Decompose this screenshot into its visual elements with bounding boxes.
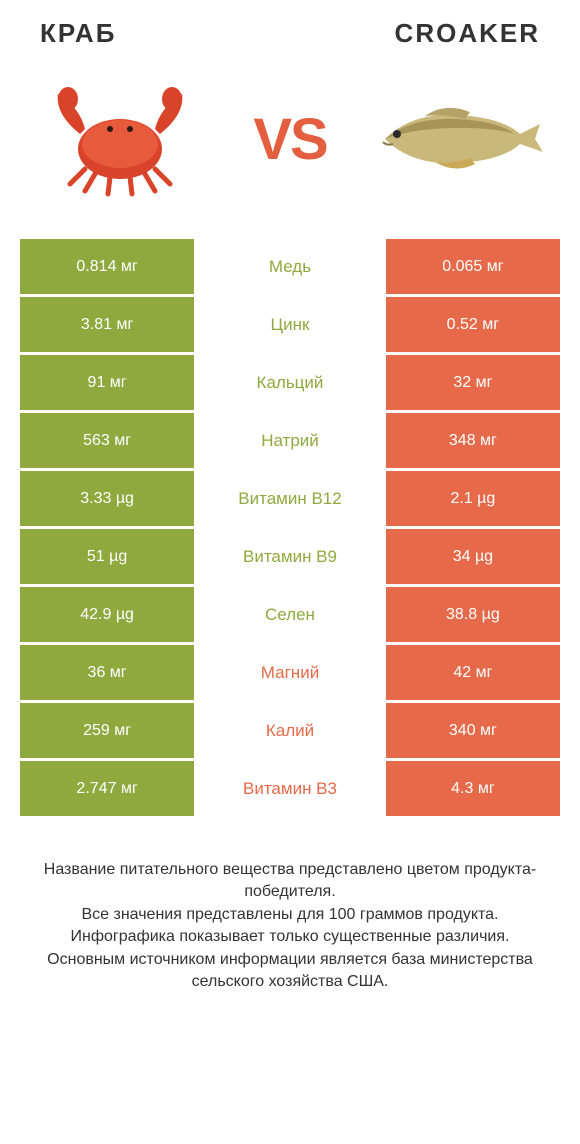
left-value-cell: 3.81 мг bbox=[20, 297, 194, 352]
table-row: 0.814 мгМедь0.065 мг bbox=[20, 239, 560, 294]
table-row: 3.81 мгЦинк0.52 мг bbox=[20, 297, 560, 352]
header: КРАБ CROAKER bbox=[0, 0, 580, 59]
left-value-cell: 259 мг bbox=[20, 703, 194, 758]
footer-note: Название питательного вещества представл… bbox=[0, 819, 580, 993]
left-product-title: КРАБ bbox=[40, 18, 116, 49]
nutrient-label: Селен bbox=[194, 587, 386, 642]
right-value-cell: 42 мг bbox=[386, 645, 560, 700]
crab-icon bbox=[40, 79, 200, 199]
left-value-cell: 563 мг bbox=[20, 413, 194, 468]
vs-label: VS bbox=[253, 106, 326, 173]
nutrient-label: Кальций bbox=[194, 355, 386, 410]
right-value-cell: 4.3 мг bbox=[386, 761, 560, 816]
footer-line: Название питательного вещества представл… bbox=[30, 859, 550, 904]
table-row: 3.33 µgВитамин B122.1 µg bbox=[20, 471, 560, 526]
left-value-cell: 42.9 µg bbox=[20, 587, 194, 642]
right-value-cell: 0.52 мг bbox=[386, 297, 560, 352]
right-value-cell: 2.1 µg bbox=[386, 471, 560, 526]
table-row: 563 мгНатрий348 мг bbox=[20, 413, 560, 468]
nutrient-label: Витамин B3 bbox=[194, 761, 386, 816]
table-row: 36 мгМагний42 мг bbox=[20, 645, 560, 700]
comparison-table: 0.814 мгМедь0.065 мг3.81 мгЦинк0.52 мг91… bbox=[0, 239, 580, 816]
images-row: VS bbox=[0, 59, 580, 239]
right-product-image bbox=[370, 69, 550, 209]
footer-line: Все значения представлены для 100 граммо… bbox=[30, 904, 550, 926]
right-value-cell: 0.065 мг bbox=[386, 239, 560, 294]
table-row: 42.9 µgСелен38.8 µg bbox=[20, 587, 560, 642]
right-value-cell: 340 мг bbox=[386, 703, 560, 758]
right-value-cell: 348 мг bbox=[386, 413, 560, 468]
nutrient-label: Витамин B9 bbox=[194, 529, 386, 584]
left-value-cell: 51 µg bbox=[20, 529, 194, 584]
nutrient-label: Натрий bbox=[194, 413, 386, 468]
left-value-cell: 36 мг bbox=[20, 645, 194, 700]
table-row: 2.747 мгВитамин B34.3 мг bbox=[20, 761, 560, 816]
right-product-title: CROAKER bbox=[395, 18, 540, 49]
right-value-cell: 32 мг bbox=[386, 355, 560, 410]
nutrient-label: Медь bbox=[194, 239, 386, 294]
table-row: 259 мгКалий340 мг bbox=[20, 703, 560, 758]
right-value-cell: 34 µg bbox=[386, 529, 560, 584]
left-value-cell: 3.33 µg bbox=[20, 471, 194, 526]
left-product-image bbox=[30, 69, 210, 209]
nutrient-label: Витамин B12 bbox=[194, 471, 386, 526]
footer-line: Основным источником информации является … bbox=[30, 949, 550, 994]
left-value-cell: 2.747 мг bbox=[20, 761, 194, 816]
nutrient-label: Калий bbox=[194, 703, 386, 758]
right-value-cell: 38.8 µg bbox=[386, 587, 560, 642]
table-row: 51 µgВитамин B934 µg bbox=[20, 529, 560, 584]
left-value-cell: 0.814 мг bbox=[20, 239, 194, 294]
table-row: 91 мгКальций32 мг bbox=[20, 355, 560, 410]
left-value-cell: 91 мг bbox=[20, 355, 194, 410]
footer-line: Инфографика показывает только существенн… bbox=[30, 926, 550, 948]
nutrient-label: Цинк bbox=[194, 297, 386, 352]
nutrient-label: Магний bbox=[194, 645, 386, 700]
fish-icon bbox=[375, 94, 545, 184]
